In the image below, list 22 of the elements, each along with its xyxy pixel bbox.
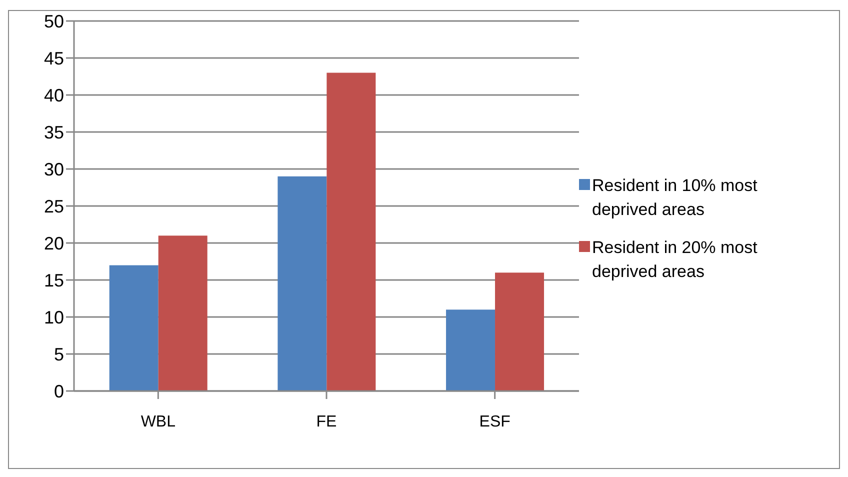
- y-tick-label: 0: [54, 381, 64, 402]
- x-tick-label: WBL: [140, 413, 176, 430]
- y-tick-label: 5: [54, 344, 64, 364]
- bar: [326, 72, 376, 391]
- y-tick-label: 45: [44, 48, 64, 68]
- y-tick-label: 15: [44, 270, 64, 290]
- y-tick-label: 40: [44, 85, 64, 106]
- bar: [495, 272, 544, 391]
- bar: [109, 265, 158, 391]
- legend-label: Resident in 20% most deprived areas: [592, 237, 758, 283]
- bar: [278, 176, 327, 391]
- y-tick-label: 35: [44, 122, 64, 142]
- legend-label: Resident in 10% most deprived areas: [592, 175, 758, 221]
- y-tick-label: 30: [44, 159, 64, 180]
- bar: [158, 236, 208, 391]
- y-tick-label: 20: [44, 233, 64, 254]
- y-tick-label: 10: [44, 307, 64, 328]
- x-tick-label: FE: [316, 413, 337, 430]
- x-tick-label: ESF: [479, 413, 511, 430]
- y-tick-label: 50: [44, 11, 64, 32]
- bar: [446, 310, 496, 391]
- y-tick-label: 25: [44, 196, 64, 216]
